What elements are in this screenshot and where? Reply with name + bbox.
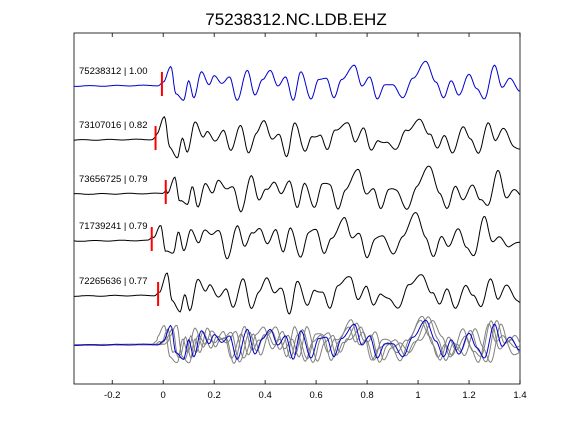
x-tick-label: -0.2 [104, 390, 120, 401]
x-tick-label: 1.4 [513, 390, 526, 401]
waveform-trace [74, 165, 521, 213]
trace-label: 75238312 | 1.00 [79, 66, 148, 77]
x-tick-label: 0.6 [310, 390, 323, 401]
x-tick-label: 1 [415, 390, 420, 401]
waveform-trace [73, 60, 521, 101]
x-tick-label: 0 [161, 390, 166, 401]
trace-label: 73656725 | 0.79 [79, 174, 148, 185]
waveform-trace [74, 272, 521, 315]
x-tick-label: 1.2 [462, 390, 475, 401]
x-tick-label: 0.2 [208, 390, 221, 401]
x-tick-label: 0.8 [360, 390, 373, 401]
overlay-waveform [73, 319, 521, 360]
x-tick-label: 0.4 [259, 390, 272, 401]
waveform-trace [73, 116, 521, 159]
trace-label: 72265636 | 0.77 [79, 276, 148, 287]
chart-title: 75238312.NC.LDB.EHZ [205, 10, 386, 29]
trace-stack: 75238312 | 1.00 73107016 | 0.82 73656725 |… [73, 60, 521, 315]
trace-label: 71739241 | 0.79 [79, 221, 148, 232]
overlay-traces [73, 315, 521, 364]
trace-label: 73107016 | 0.82 [79, 120, 148, 131]
waveform-trace [73, 211, 521, 260]
x-axis: -0.2 0 0.2 0.4 0.6 0.8 1 1.2 1.4 [104, 33, 527, 401]
plot-frame [73, 32, 521, 385]
